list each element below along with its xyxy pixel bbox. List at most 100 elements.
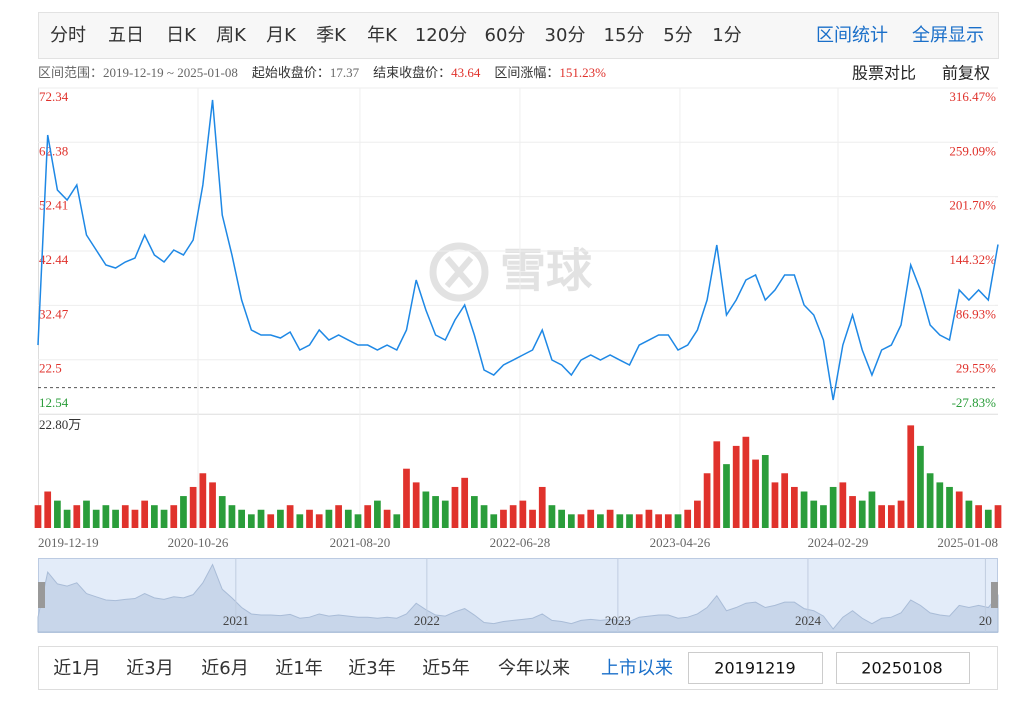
y-tick-label: 32.47 bbox=[39, 306, 69, 321]
y2-tick-label: 259.09% bbox=[949, 143, 996, 158]
period-tab[interactable]: 年K bbox=[367, 25, 398, 46]
period-tab[interactable]: 60分 bbox=[485, 25, 526, 46]
volume-bar bbox=[732, 445, 740, 528]
volume-bar bbox=[849, 496, 856, 528]
y-tick-label: 12.54 bbox=[39, 395, 69, 410]
volume-bar bbox=[92, 509, 100, 528]
volume-bar bbox=[616, 514, 624, 528]
volume-bar bbox=[829, 486, 837, 528]
toolbar-action[interactable]: 区间统计 bbox=[816, 25, 888, 46]
volume-bar bbox=[791, 486, 798, 528]
start-date-input[interactable] bbox=[688, 652, 823, 684]
volume-bar bbox=[975, 505, 982, 528]
y2-tick-label: 144.32% bbox=[949, 252, 996, 267]
volume-bar bbox=[500, 509, 507, 528]
period-tab[interactable]: 120分 bbox=[415, 25, 467, 46]
range-button[interactable]: 今年以来 bbox=[498, 658, 570, 679]
volume-bar bbox=[538, 486, 546, 528]
volume-bar bbox=[694, 500, 701, 528]
period-tab[interactable]: 月K bbox=[266, 25, 297, 46]
volume-bar bbox=[393, 514, 401, 528]
period-tab[interactable]: 15分 bbox=[604, 25, 645, 46]
volume-bar bbox=[286, 505, 294, 528]
volume-bar bbox=[189, 486, 197, 528]
volume-bar bbox=[141, 500, 149, 528]
range-button[interactable]: 近1年 bbox=[275, 658, 322, 679]
navigator-label: 2024 bbox=[795, 613, 822, 628]
period-tab[interactable]: 季K bbox=[316, 25, 347, 46]
price-line bbox=[37, 99, 999, 401]
period-tab[interactable]: 分时 bbox=[50, 25, 86, 46]
x-tick-label: 2020-10-26 bbox=[168, 535, 229, 550]
volume-bar bbox=[441, 500, 449, 528]
volume-bar bbox=[567, 514, 575, 528]
y-tick-label: 52.41 bbox=[39, 198, 68, 213]
volume-bar bbox=[635, 514, 643, 528]
label: 结束收盘价： bbox=[373, 65, 451, 80]
x-tick-label: 2021-08-20 bbox=[330, 535, 391, 550]
volume-bar bbox=[655, 514, 662, 528]
volume-bar bbox=[936, 482, 944, 528]
volume-bar bbox=[713, 441, 721, 528]
volume-bar bbox=[752, 459, 759, 528]
volume-bar bbox=[917, 445, 924, 528]
range-button[interactable]: 上市以来 bbox=[601, 658, 673, 679]
x-tick-label: 2024-02-29 bbox=[808, 535, 869, 550]
volume-bar bbox=[374, 500, 381, 528]
navigator-handle[interactable] bbox=[38, 582, 45, 608]
volume-bar bbox=[529, 509, 536, 528]
range-button[interactable]: 近3年 bbox=[348, 658, 395, 679]
volume-bar bbox=[955, 491, 963, 528]
range: 2019-12-19 ~ 2025-01-08 bbox=[103, 65, 238, 80]
compare-link[interactable]: 股票对比 bbox=[852, 64, 916, 83]
volume-bar bbox=[577, 514, 585, 528]
volume-bar bbox=[626, 514, 633, 528]
x-tick-label: 2019-12-19 bbox=[38, 535, 99, 550]
volume-bar bbox=[247, 514, 255, 528]
range-button[interactable]: 近5年 bbox=[422, 658, 469, 679]
volume-bar bbox=[674, 514, 682, 528]
label: 区间涨幅： bbox=[494, 65, 559, 80]
volume-bar bbox=[645, 509, 653, 528]
volume-bar bbox=[810, 500, 818, 528]
volume-bar bbox=[703, 473, 711, 528]
volume-bar bbox=[742, 436, 750, 528]
volume-bar bbox=[926, 473, 934, 528]
volume-bar bbox=[267, 514, 275, 528]
volume-bar bbox=[858, 500, 866, 528]
volume-bar bbox=[199, 473, 207, 528]
volume-bar bbox=[887, 505, 895, 528]
watermark: 雪球 bbox=[429, 242, 593, 302]
start-price: 17.37 bbox=[330, 65, 360, 80]
volume-bar bbox=[160, 509, 168, 528]
end-date-input[interactable] bbox=[836, 652, 970, 684]
adjust-link[interactable]: 前复权 bbox=[942, 64, 990, 83]
range-button[interactable]: 近3月 bbox=[126, 658, 173, 679]
volume-bar bbox=[209, 482, 216, 528]
period-tab[interactable]: 5分 bbox=[663, 25, 692, 46]
volume-bar bbox=[761, 455, 769, 528]
volume-bar bbox=[306, 509, 313, 528]
end-date: 20250108 bbox=[861, 659, 942, 678]
period-tab[interactable]: 周K bbox=[216, 25, 247, 46]
toolbar-action[interactable]: 全屏显示 bbox=[912, 25, 984, 46]
y2-tick-label: 86.93% bbox=[956, 306, 996, 321]
y-tick-label: 72.34 bbox=[39, 89, 69, 104]
navigator-handle[interactable] bbox=[991, 582, 998, 608]
navigator-label: 2022 bbox=[414, 613, 440, 628]
period-tab[interactable]: 1分 bbox=[712, 25, 741, 46]
volume-bar bbox=[354, 514, 362, 528]
period-tab[interactable]: 日K bbox=[166, 25, 197, 46]
volume-bar bbox=[315, 514, 323, 528]
period-tab[interactable]: 五日 bbox=[108, 25, 144, 46]
volume-bar bbox=[83, 500, 90, 528]
volume-bar bbox=[422, 491, 430, 528]
volume-bar bbox=[180, 496, 187, 528]
label: 区间范围： bbox=[38, 65, 103, 80]
volume-bar bbox=[781, 473, 789, 528]
period-tab[interactable]: 30分 bbox=[545, 25, 586, 46]
y2-tick-label: 29.55% bbox=[956, 361, 996, 376]
range-button[interactable]: 近6月 bbox=[201, 658, 248, 679]
range-button[interactable]: 近1月 bbox=[53, 658, 100, 679]
volume-bar bbox=[800, 491, 808, 528]
